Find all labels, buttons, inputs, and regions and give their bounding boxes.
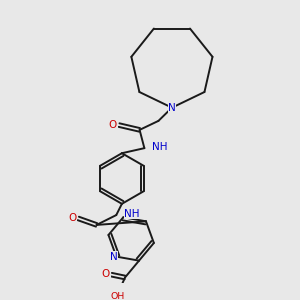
Text: O: O	[102, 269, 110, 279]
Text: OH: OH	[110, 292, 124, 300]
Text: NH: NH	[152, 142, 168, 152]
Text: N: N	[168, 103, 176, 113]
Text: N: N	[110, 252, 117, 262]
Text: NH: NH	[124, 209, 140, 219]
Text: O: O	[68, 213, 76, 223]
Text: O: O	[109, 120, 117, 130]
